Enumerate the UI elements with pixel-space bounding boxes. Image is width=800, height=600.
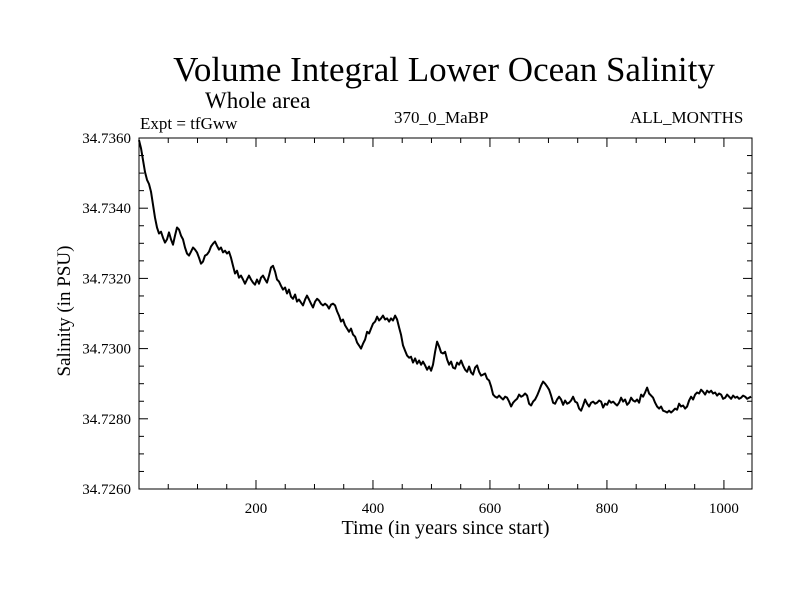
months-label: ALL_MONTHS [630, 108, 744, 127]
experiment-label: Expt = tfGww [140, 114, 238, 133]
period-label: 370_0_MaBP [394, 108, 489, 127]
y-tick-label: 34.7320 [82, 271, 131, 287]
x-tick-label: 800 [596, 501, 619, 517]
y-tick-label: 34.7340 [82, 201, 131, 217]
y-tick-label: 34.7300 [82, 342, 131, 358]
plot-frame [138, 137, 753, 490]
y-tick-label: 34.7360 [82, 131, 131, 147]
y-tick-label: 34.7260 [82, 482, 131, 498]
y-tick-label: 34.7280 [82, 412, 131, 428]
chart-subtitle: Whole area [205, 88, 311, 113]
x-axis-label: Time (in years since start) [341, 517, 550, 539]
chart-title: Volume Integral Lower Ocean Salinity [173, 50, 715, 89]
x-tick-label: 600 [479, 501, 502, 517]
x-tick-label: 200 [245, 501, 268, 517]
salinity-series-line [138, 139, 752, 414]
x-tick-label: 400 [362, 501, 385, 517]
x-tick-label: 1000 [709, 501, 739, 517]
